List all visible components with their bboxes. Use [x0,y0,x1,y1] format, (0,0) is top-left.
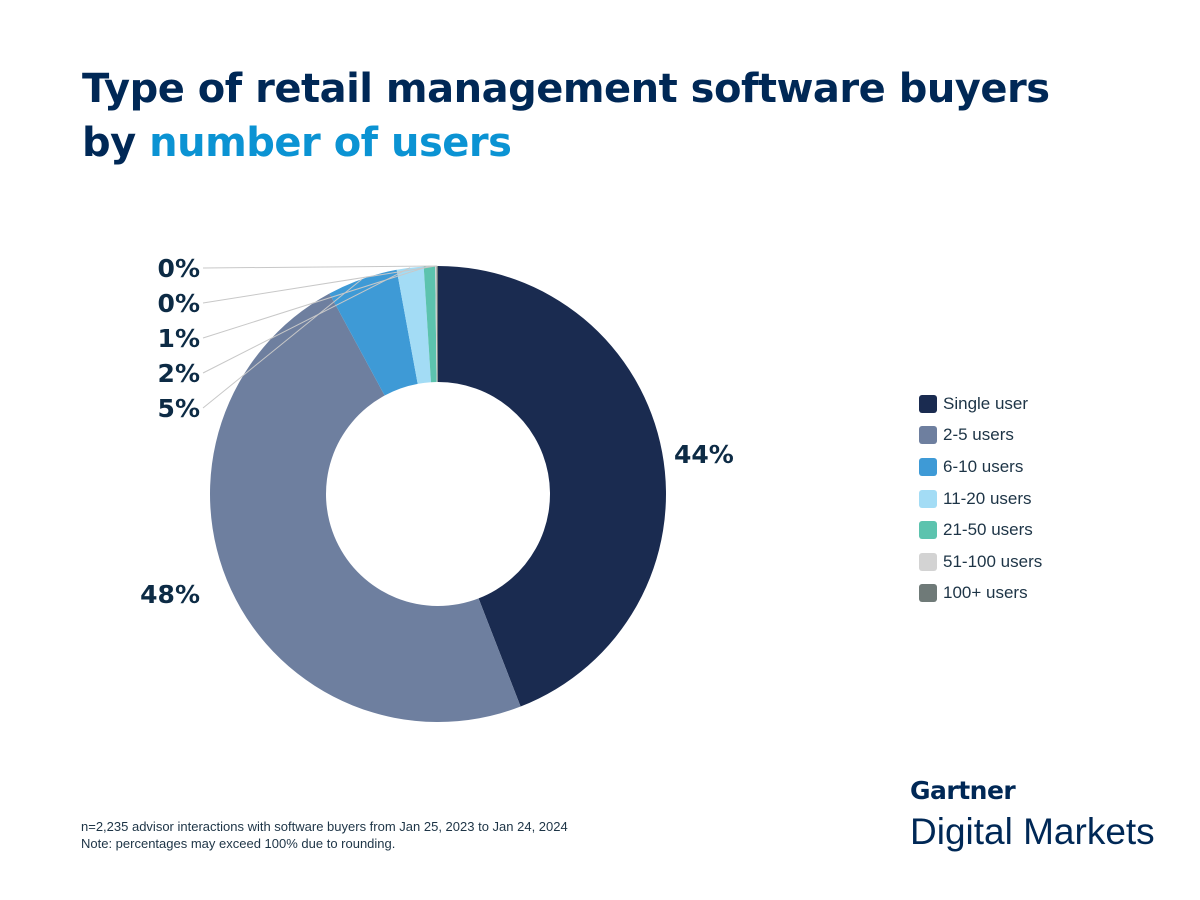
legend-label: 21-50 users [943,520,1033,540]
slice-21-50-users [423,266,437,383]
data-label-2: 5% [158,394,200,423]
legend-label: 6-10 users [943,456,1024,476]
legend-label: 11-20 users [943,488,1032,508]
slice-single-user [438,266,666,707]
data-label-1: 48% [140,580,200,609]
legend-item: 21-50 users [919,514,1042,546]
legend-swatch [919,394,937,413]
legend: Single user 2-5 users 6-10 users 11-20 user… [919,388,1042,609]
footnote-sample: n=2,235 advisor interactions with softwa… [81,819,568,834]
chart-title: Type of retail management software buyer… [82,62,1050,170]
data-label-0: 44% [674,440,734,469]
data-label-5: 0% [158,289,200,318]
legend-item: 100+ users [919,578,1042,610]
legend-swatch [919,521,937,540]
legend-item: 2-5 users [919,420,1042,452]
legend-swatch [919,457,937,476]
gartner-logo: Gartner Digital Markets [910,776,1155,853]
legend-label: 100+ users [943,583,1028,603]
logo-product: Digital Markets [910,811,1155,852]
data-label-4: 1% [158,324,200,353]
title-line-1: Type of retail management software buyer… [82,66,1050,112]
legend-label: 51-100 users [943,551,1043,571]
footnote-note: Note: percentages may exceed 100% due to… [81,836,396,851]
leader-line-6 [202,265,438,269]
legend-item: 6-10 users [919,451,1042,483]
legend-item: Single user [919,388,1042,420]
legend-swatch [919,489,937,508]
title-prefix: by [82,120,150,166]
data-label-6: 0% [158,254,200,283]
title-highlight: number of users [149,120,512,166]
footnote: n=2,235 advisor interactions with softwa… [81,818,568,852]
leader-line-2 [202,278,363,409]
legend-item: 11-20 users [919,483,1042,515]
slice-100-users [436,266,438,383]
legend-label: Single user [943,393,1029,413]
logo-brand: Gartner [910,776,1016,805]
leader-line-5 [202,265,436,304]
leader-line-3 [202,267,411,374]
slice-6-10-users [329,269,418,396]
legend-swatch [919,552,937,571]
leader-line-4 [202,265,430,339]
slice-51-100-users [435,266,438,383]
legend-item: 51-100 users [919,546,1042,578]
legend-swatch [919,426,937,445]
legend-label: 2-5 users [943,425,1014,445]
title-line-2: by number of users [82,116,1050,170]
slice-11-20-users [396,266,431,384]
legend-swatch [919,584,937,603]
slice-2-5-users [210,293,521,722]
data-label-3: 2% [158,359,200,388]
